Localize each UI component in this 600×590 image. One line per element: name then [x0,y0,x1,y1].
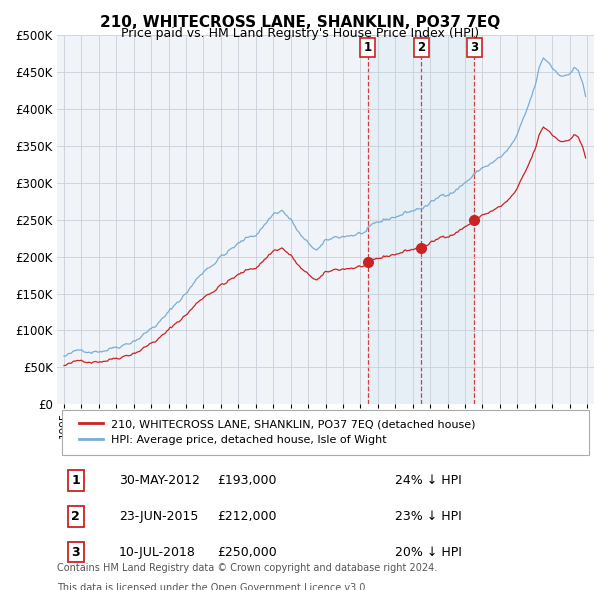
Text: 10-JUL-2018: 10-JUL-2018 [119,546,196,559]
Text: 210, WHITECROSS LANE, SHANKLIN, PO37 7EQ: 210, WHITECROSS LANE, SHANKLIN, PO37 7EQ [100,15,500,30]
Legend: 210, WHITECROSS LANE, SHANKLIN, PO37 7EQ (detached house), HPI: Average price, d: 210, WHITECROSS LANE, SHANKLIN, PO37 7EQ… [73,414,481,451]
Text: 2: 2 [71,510,80,523]
Text: 3: 3 [71,546,80,559]
Text: 1: 1 [71,474,80,487]
Text: This data is licensed under the Open Government Licence v3.0.: This data is licensed under the Open Gov… [57,583,368,590]
Text: 2: 2 [418,41,425,54]
Text: £250,000: £250,000 [217,546,277,559]
Text: 30-MAY-2012: 30-MAY-2012 [119,474,200,487]
Text: 23-JUN-2015: 23-JUN-2015 [119,510,198,523]
Text: 3: 3 [470,41,478,54]
Bar [368,35,474,404]
Text: 23% ↓ HPI: 23% ↓ HPI [395,510,462,523]
Text: Price paid vs. HM Land Registry's House Price Index (HPI): Price paid vs. HM Land Registry's House … [121,27,479,40]
Text: 1: 1 [364,41,372,54]
Text: £212,000: £212,000 [218,510,277,523]
Text: Contains HM Land Registry data © Crown copyright and database right 2024.: Contains HM Land Registry data © Crown c… [57,563,437,573]
Text: 20% ↓ HPI: 20% ↓ HPI [395,546,462,559]
Text: £193,000: £193,000 [218,474,277,487]
Text: 24% ↓ HPI: 24% ↓ HPI [395,474,462,487]
FancyBboxPatch shape [62,409,589,455]
